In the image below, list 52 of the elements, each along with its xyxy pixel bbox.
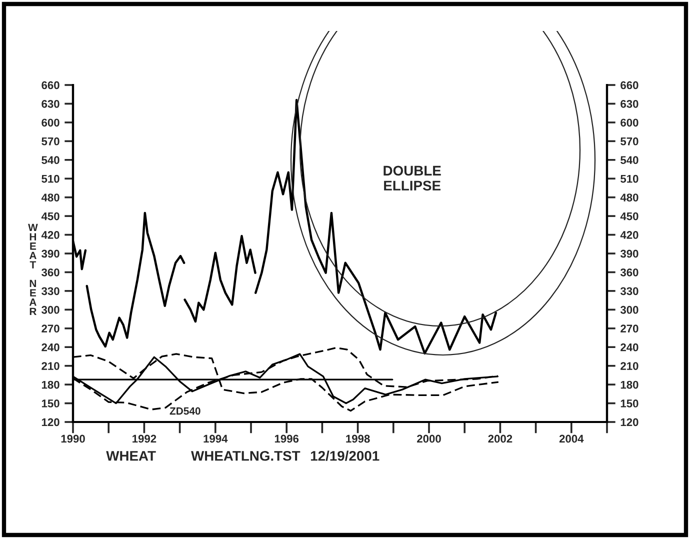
y2-tick-label: 450 xyxy=(620,212,638,220)
y-tick-label: 300 xyxy=(42,306,60,314)
y2-tick-label: 390 xyxy=(620,250,638,258)
annotation: DOUBLE ELLIPSE xyxy=(384,166,441,191)
y-tick-label: 270 xyxy=(42,324,60,333)
x-tick-label: 2004 xyxy=(559,434,584,443)
y-tick-label: 420 xyxy=(41,231,60,239)
y2-tick-label: 240 xyxy=(620,343,638,352)
y2-tick-label: 120 xyxy=(620,418,638,426)
x-tick-label: 1996 xyxy=(274,434,299,443)
x-tick-label: 1994 xyxy=(204,434,228,443)
y-tick-label: 210 xyxy=(42,362,60,370)
y2-tick-label: 180 xyxy=(620,380,638,389)
x-tick-label: 1998 xyxy=(346,434,370,443)
x-tick-label: 2000 xyxy=(417,434,441,443)
y-tick-label: 390 xyxy=(42,250,60,258)
y-tick-label: 360 xyxy=(42,268,60,276)
y-tick-label: 450 xyxy=(41,212,60,220)
y2-tick-label: 630 xyxy=(620,100,638,108)
y2-tick-label: 210 xyxy=(620,362,638,370)
y2-tick-label: 540 xyxy=(620,156,638,164)
text: 12/19/2001 xyxy=(310,450,380,461)
y2-tick-label: 420 xyxy=(620,231,638,239)
y-tick-label: 330 xyxy=(42,287,60,296)
text: WHEATLNG.TST xyxy=(191,450,300,461)
y-tick-label: 540 xyxy=(42,156,60,164)
x-tick-label: 1990 xyxy=(61,434,85,443)
x-tick-label: 1992 xyxy=(132,434,156,443)
y2-tick-label: 660 xyxy=(620,81,638,90)
y-tick-label: 630 xyxy=(42,100,60,108)
y2-tick-label: 570 xyxy=(620,137,638,146)
y2-tick-label: 270 xyxy=(620,324,638,333)
y-tick-label: 150 xyxy=(42,400,60,408)
y-tick-label: 600 xyxy=(42,118,60,127)
y-tick-label: 570 xyxy=(42,137,60,146)
y-tick-label: 660 xyxy=(42,81,60,90)
annotation: ZD540 xyxy=(170,407,200,415)
y2-tick-label: 360 xyxy=(620,268,638,276)
y-tick-label: 240 xyxy=(42,343,60,352)
y-tick-label: 480 xyxy=(41,194,60,202)
y2-tick-label: 330 xyxy=(620,287,638,296)
text: WHEAT NEAR xyxy=(28,224,38,316)
y-tick-label: 120 xyxy=(42,418,60,426)
text: WHEAT xyxy=(106,451,156,461)
y2-tick-label: 600 xyxy=(620,118,638,127)
y-tick-label: 180 xyxy=(42,380,60,389)
y2-tick-label: 480 xyxy=(620,194,638,202)
y2-tick-label: 300 xyxy=(620,306,638,314)
y2-tick-label: 150 xyxy=(620,400,638,408)
y2-tick-label: 510 xyxy=(620,174,638,183)
x-tick-label: 2002 xyxy=(488,434,512,443)
y-tick-label: 510 xyxy=(42,174,60,183)
